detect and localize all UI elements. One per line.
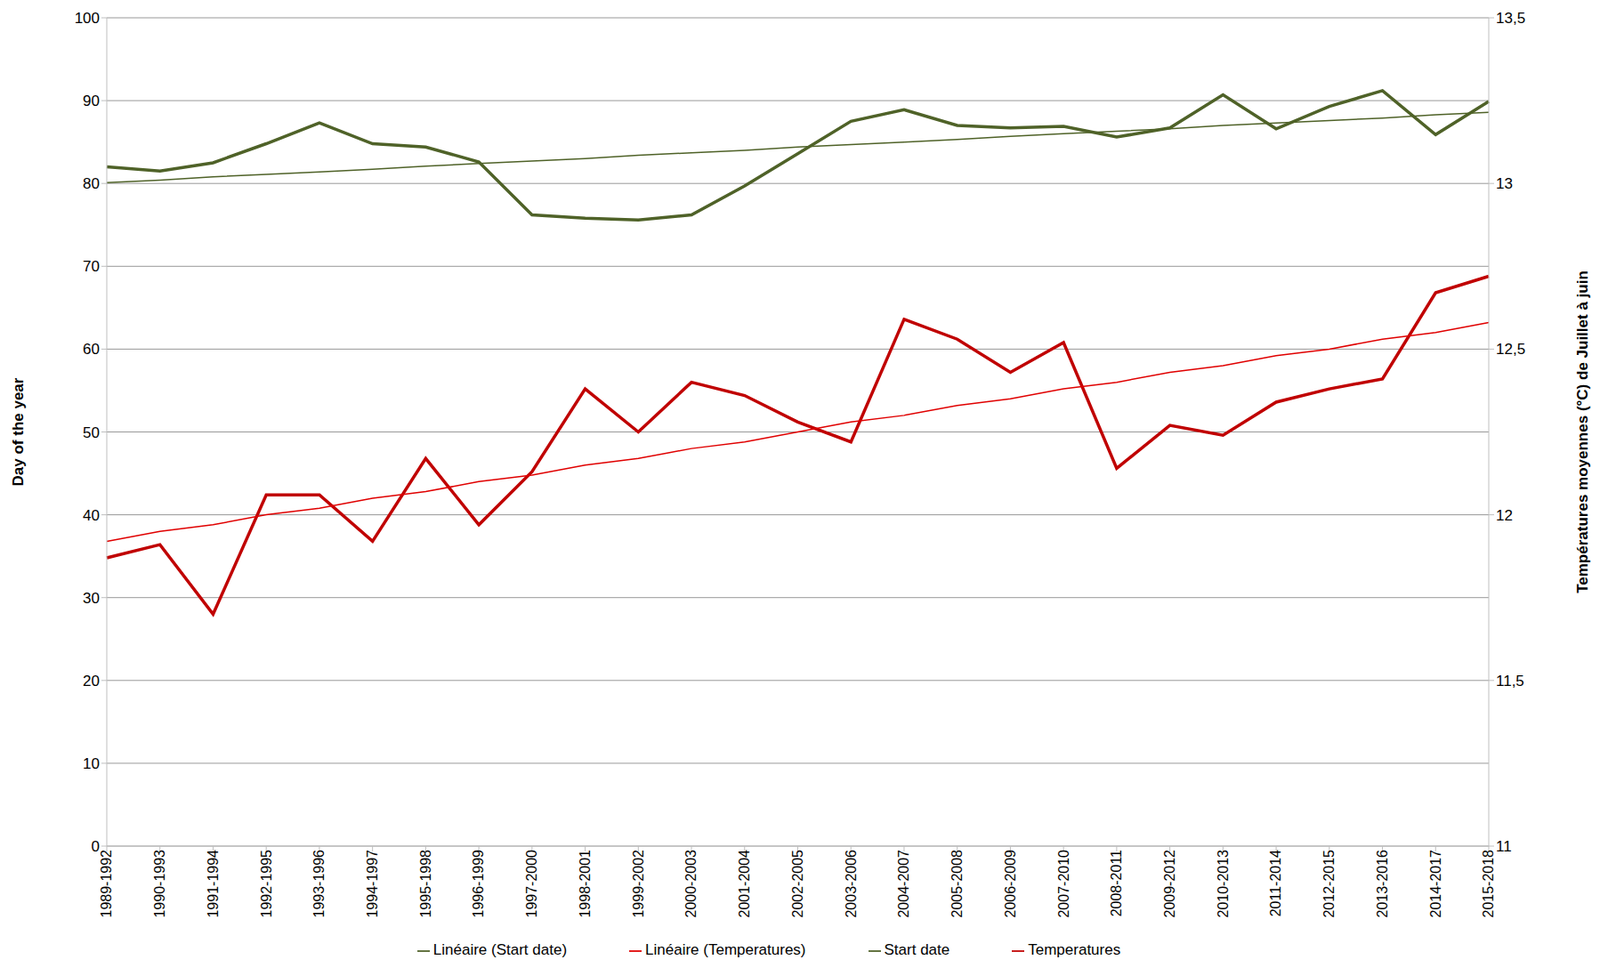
svg-text:2004-2007: 2004-2007 [896, 849, 912, 919]
svg-text:30: 30 [82, 589, 100, 607]
svg-text:100: 100 [74, 9, 100, 27]
svg-text:2003-2006: 2003-2006 [843, 849, 859, 919]
svg-text:2005-2008: 2005-2008 [949, 849, 965, 919]
svg-text:10: 10 [82, 755, 100, 773]
html-text:Start date: Start date [884, 941, 950, 959]
svg-text:1991-1994: 1991-1994 [205, 849, 221, 919]
svg-text:12,5: 12,5 [1495, 340, 1526, 358]
svg-text:90: 90 [82, 92, 100, 110]
svg-text:2014-2017: 2014-2017 [1428, 849, 1444, 919]
svg-text:1999-2002: 1999-2002 [630, 849, 647, 919]
svg-text:2015-2018: 2015-2018 [1480, 849, 1496, 919]
svg-text:2011-2014: 2011-2014 [1268, 849, 1284, 917]
svg-text:11,5: 11,5 [1495, 672, 1525, 690]
svg-text:1993-1996: 1993-1996 [311, 849, 327, 919]
svg-text:2007-2010: 2007-2010 [1056, 849, 1072, 919]
svg-text:2006-2009: 2006-2009 [1002, 849, 1019, 919]
svg-text:20: 20 [82, 672, 100, 690]
svg-text:1989-1992: 1989-1992 [98, 849, 114, 919]
svg-text:1990-1993: 1990-1993 [152, 849, 168, 919]
html-text:Temperatures: Temperatures [1028, 941, 1121, 959]
svg-text:2010-2013: 2010-2013 [1215, 849, 1231, 919]
svg-text:80: 80 [82, 175, 100, 193]
svg-text:2001-2004: 2001-2004 [736, 849, 752, 919]
svg-text:2000-2003: 2000-2003 [683, 849, 699, 919]
svg-text:13: 13 [1495, 175, 1513, 193]
svg-text:1995-1998: 1995-1998 [418, 849, 434, 919]
svg-text:12: 12 [1495, 507, 1513, 525]
svg-text:2013-2016: 2013-2016 [1374, 849, 1390, 919]
svg-text:1998-2001: 1998-2001 [577, 849, 593, 919]
svg-text:2002-2005: 2002-2005 [790, 849, 806, 919]
svg-text:Day of the year: Day of the year [9, 377, 27, 486]
svg-text:50: 50 [82, 424, 100, 442]
svg-text:Températures moyennes (°C) de: Températures moyennes (°C) de Juillet à … [1574, 270, 1592, 594]
html-text:Linéaire (Temperatures): Linéaire (Temperatures) [645, 941, 806, 959]
svg-text:13,5: 13,5 [1495, 9, 1526, 27]
svg-text:1997-2000: 1997-2000 [524, 849, 540, 919]
svg-text:1992-1995: 1992-1995 [258, 849, 275, 919]
svg-text:2008-2011: 2008-2011 [1108, 849, 1124, 917]
svg-text:60: 60 [82, 340, 100, 358]
svg-text:11: 11 [1495, 838, 1512, 856]
svg-text:1996-1999: 1996-1999 [470, 849, 486, 919]
html-text:Linéaire (Start date): Linéaire (Start date) [433, 941, 567, 959]
svg-text:40: 40 [82, 507, 100, 525]
svg-text:2009-2012: 2009-2012 [1162, 849, 1178, 919]
svg-text:70: 70 [82, 258, 100, 275]
svg-text:2012-2015: 2012-2015 [1321, 849, 1337, 919]
svg-text:1994-1997: 1994-1997 [364, 849, 380, 919]
svg-text:0: 0 [91, 838, 100, 856]
